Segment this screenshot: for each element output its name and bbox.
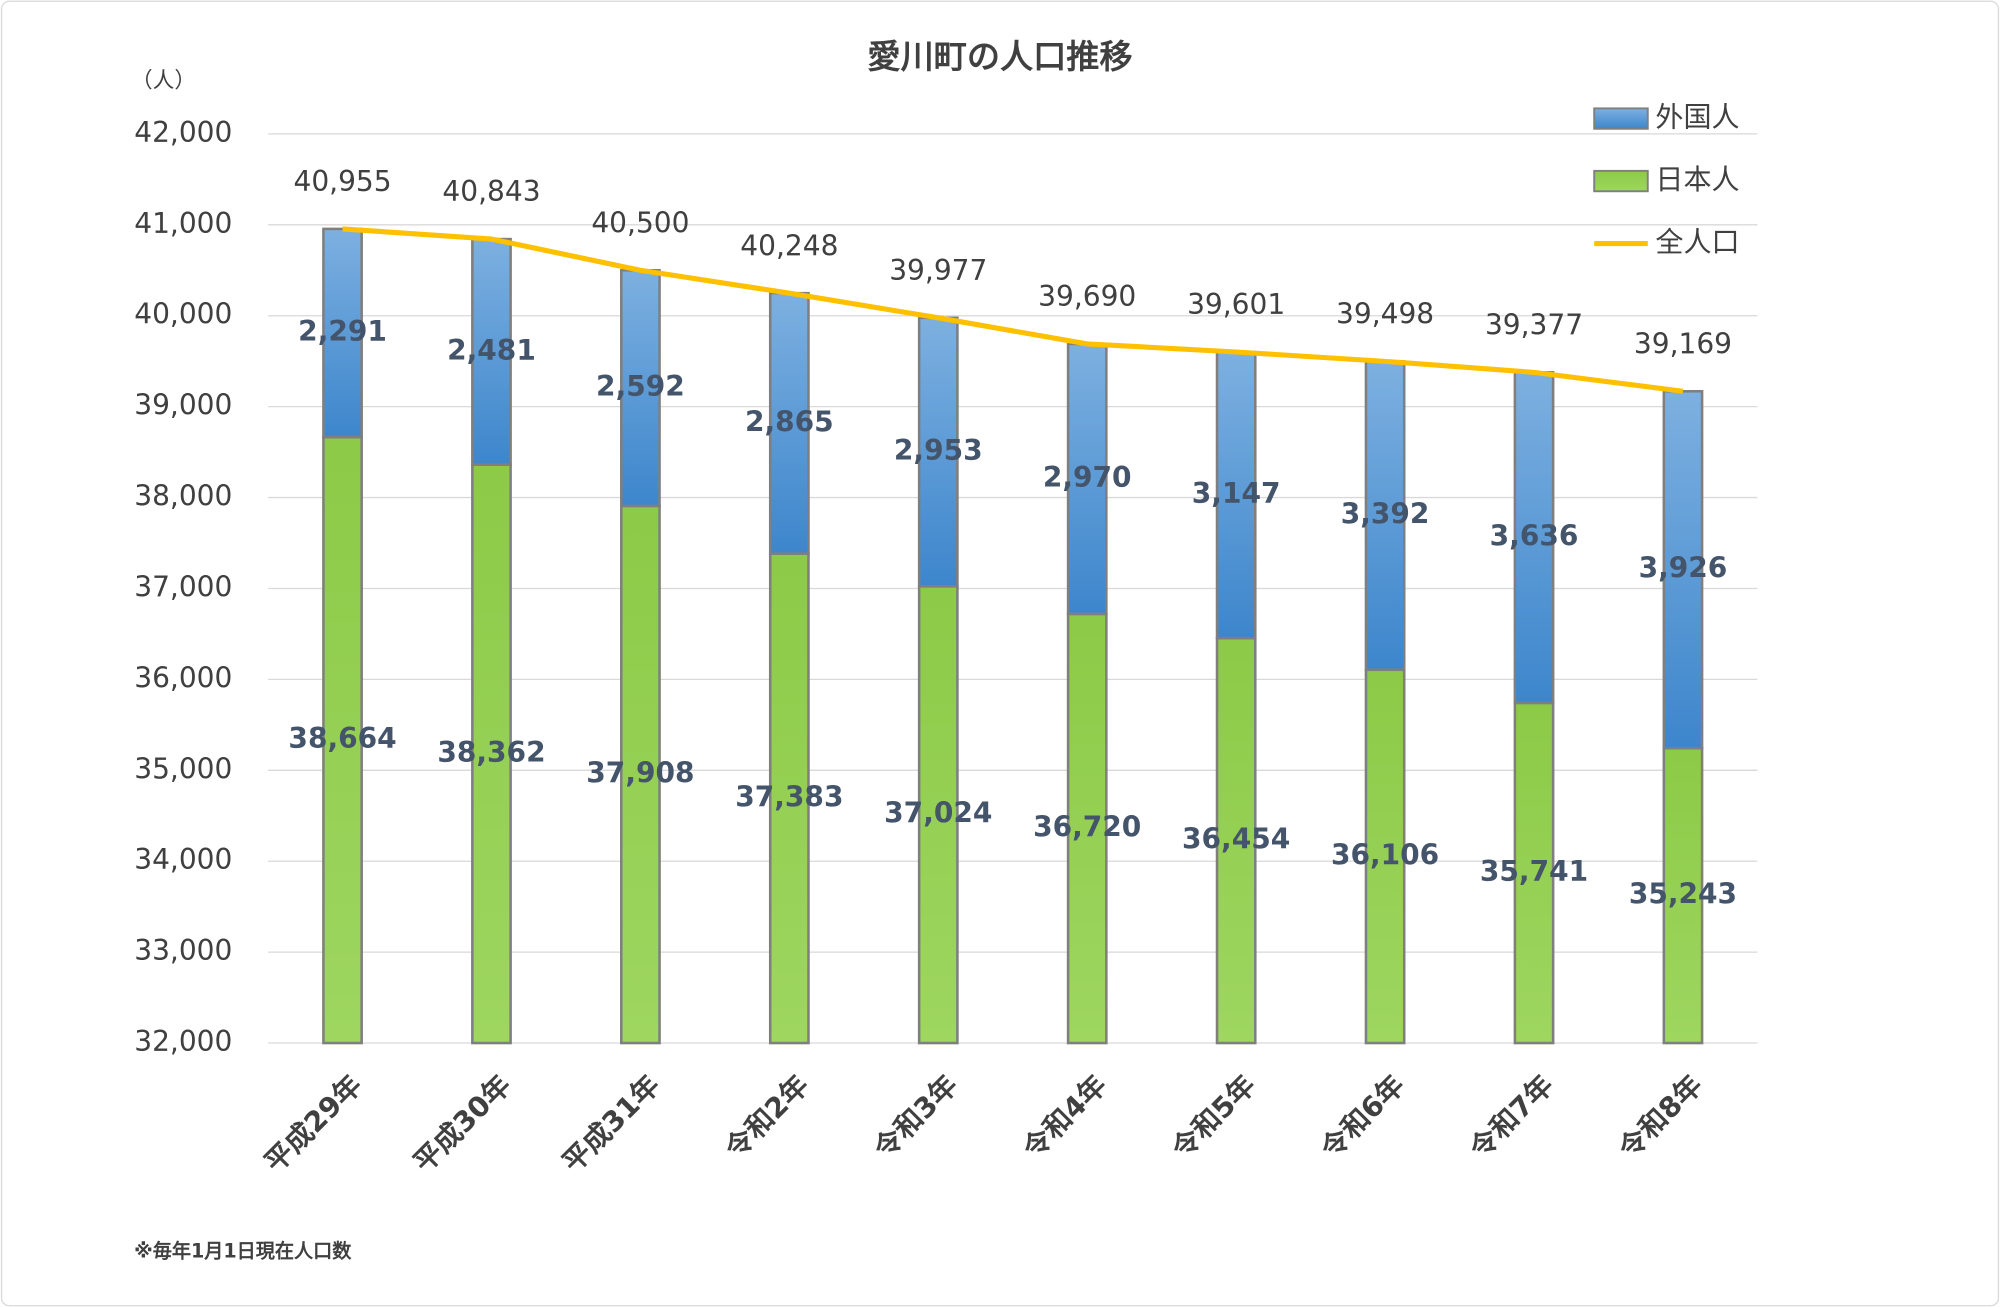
- data-label: 40,500: [591, 206, 689, 239]
- bar-segment: [917, 585, 959, 1045]
- line-series: [342, 226, 1684, 394]
- bar-segment: [1215, 636, 1257, 1045]
- y-tick-label: 34,000: [134, 843, 232, 876]
- bar-segment: [322, 435, 363, 1045]
- legend-swatch: [1593, 169, 1649, 193]
- bar-segment: [768, 552, 810, 1045]
- data-label: 39,977: [889, 254, 987, 287]
- data-label: 40,248: [740, 229, 838, 262]
- data-label: 40,843: [442, 175, 540, 208]
- data-label: 37,908: [586, 756, 694, 789]
- bar-segment: [1066, 612, 1108, 1045]
- y-tick-label: 38,000: [134, 480, 232, 513]
- bar-segment: [1513, 701, 1555, 1045]
- bar-segment: [1215, 350, 1257, 640]
- data-label: 2,592: [596, 370, 685, 403]
- data-label: 36,454: [1182, 823, 1290, 856]
- bar-segment: [1662, 389, 1704, 750]
- data-label: 36,106: [1331, 838, 1439, 871]
- data-label: 39,690: [1038, 280, 1136, 313]
- legend-swatch: [1593, 107, 1649, 130]
- data-label: 39,498: [1336, 297, 1434, 330]
- y-tick-label: 39,000: [134, 389, 232, 422]
- y-tick-label: 40,000: [134, 298, 232, 331]
- y-tick-label: 36,000: [134, 661, 232, 694]
- data-label: 39,377: [1485, 308, 1583, 341]
- data-label: 40,955: [293, 165, 391, 198]
- data-label: 2,291: [298, 315, 387, 348]
- bar-segment: [322, 227, 363, 439]
- bar-segment: [620, 268, 661, 508]
- y-tick-label: 33,000: [134, 934, 232, 967]
- data-label: 2,865: [745, 405, 834, 438]
- y-tick-label: 32,000: [134, 1025, 232, 1058]
- data-label: 3,147: [1192, 477, 1281, 510]
- data-label: 3,392: [1341, 498, 1430, 531]
- data-label: 35,741: [1480, 855, 1588, 888]
- data-label: 3,926: [1639, 552, 1728, 585]
- data-label: 35,243: [1629, 878, 1737, 911]
- data-label: 38,664: [288, 722, 396, 755]
- y-tick-label: 35,000: [134, 752, 232, 785]
- bar-segment: [1364, 360, 1406, 672]
- footnote: ※毎年1月1日現在人口数: [134, 1240, 352, 1263]
- bar-segment: [1364, 668, 1406, 1045]
- data-label: 39,169: [1634, 327, 1732, 360]
- legend-label: 日本人: [1655, 163, 1739, 196]
- y-tick-label: 41,000: [134, 207, 232, 240]
- bar-segment: [620, 504, 661, 1045]
- data-label: 38,362: [437, 736, 545, 769]
- legend-label: 外国人: [1655, 101, 1739, 134]
- y-tick-label: 42,000: [134, 116, 232, 149]
- data-label: 2,481: [447, 334, 536, 367]
- y-unit-label: （人）: [131, 69, 196, 94]
- bar-segment: [1066, 342, 1108, 616]
- data-label: 39,601: [1187, 288, 1285, 321]
- data-label: 2,970: [1043, 461, 1132, 494]
- data-label: 36,720: [1033, 810, 1141, 843]
- data-label: 3,636: [1490, 520, 1579, 553]
- y-tick-label: 37,000: [134, 570, 232, 603]
- chart-title: 愛川町の人口推移: [867, 37, 1132, 76]
- data-label: 37,024: [884, 797, 992, 830]
- data-label: 37,383: [735, 780, 843, 813]
- legend-label: 全人口: [1655, 226, 1739, 259]
- data-label: 2,953: [894, 434, 983, 467]
- bar-segment: [1662, 746, 1704, 1045]
- bar-segment: [768, 291, 810, 555]
